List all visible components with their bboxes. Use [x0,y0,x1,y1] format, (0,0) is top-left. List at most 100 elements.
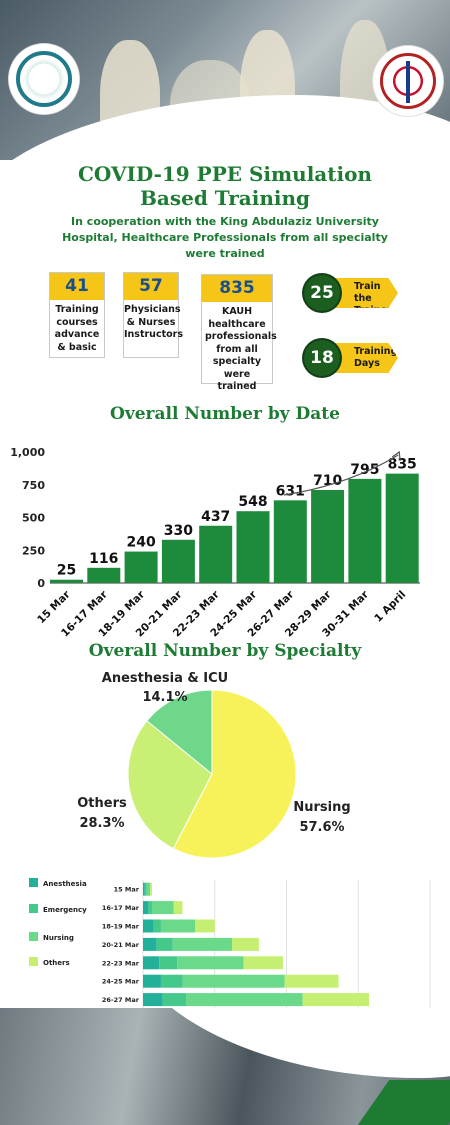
pie-label-value: 28.3% [79,816,124,831]
stacked-bar-segment [151,901,174,915]
bar [50,579,83,583]
stacked-bar-segment [160,974,183,988]
bar [385,473,419,583]
x-tick-label: 1 April [372,589,408,625]
legend-label: Anesthesia [43,880,87,888]
trend-arrow-head [391,450,401,462]
stacked-bar-segment [143,882,145,896]
stat-value: 835 [202,275,272,302]
bar-value-label: 25 [57,563,76,579]
stacked-bar-segment [284,974,339,988]
stacked-bar-segment [150,882,152,896]
bar-value-label: 710 [313,473,342,489]
stacked-bar-segment [146,882,151,896]
y-tick-label: 22-23 Mar [102,959,140,967]
pie-label-name: Others [77,796,127,811]
stacked-bar-segment [172,937,232,951]
stacked-bar-segment [143,937,157,951]
bar-value-label: 437 [201,509,230,525]
pie-label-name: Nursing [293,800,350,815]
bar [87,567,121,583]
stacked-bar-segment [182,974,285,988]
y-tick-label: 24-25 Mar [102,978,140,986]
page-subtitle: In cooperation with the King Abdulaziz U… [62,215,388,260]
stacked-bar-segment [160,919,196,933]
badge-value: 25 [304,275,340,311]
bar-value-label: 835 [388,457,417,473]
bar-value-label: 116 [89,551,118,567]
bar-value-label: 240 [126,535,155,551]
stat-label: Physicians & Nurses Instructors [124,304,183,340]
badge-label: Training Days [354,346,398,369]
stacked-bar-segment [143,901,149,915]
stat-label: Training courses advance & basic [54,304,100,353]
stacked-bar-segment [143,974,161,988]
legend-label: Nursing [43,934,74,942]
stacked-bar-segment [243,956,283,970]
stacked-bar-segment [177,956,244,970]
bar [199,525,233,583]
y-tick-label: 18-19 Mar [102,923,140,931]
x-tick-label: 15 Mar [35,588,73,626]
y-tick-label: 15 Mar [114,886,140,894]
stacked-bar-segment [144,882,147,896]
stacked-bar-segment [162,993,187,1007]
bar [311,489,345,583]
legend-swatch [29,932,38,941]
legend-label: Others [43,959,70,967]
pie-slice [146,689,213,776]
hospital-logo [373,46,443,116]
stacked-bar-segment [159,956,178,970]
stat-card-trained: 835 KAUH healthcare professionals from a… [201,274,277,392]
footer-photo [0,1008,450,1125]
bar [161,539,195,583]
legend-swatch [29,878,38,887]
specialty-pie-chart: Nursing 57.6% Others 28.3% Anesthesia & ICU 1… [77,671,351,859]
stacked-bar-segment [143,919,154,933]
y-tick-label: 1,000 [10,446,45,459]
stat-card-courses: 41 Training courses advance & basic [49,272,105,358]
specialty-chart-title: Overall Number by Specialty [88,641,362,661]
stacked-bar-segment [153,919,161,933]
bar-value-label: 631 [276,483,305,499]
stacked-bar-segment [186,993,303,1007]
stacked-bar-segment [143,993,163,1007]
stacked-bar-segment [143,956,160,970]
pie-slice [172,689,297,859]
stacked-bar-segment [148,901,152,915]
legend-swatch [29,957,38,966]
page-title-line2: Based Training [140,186,310,210]
pie-label-value: 14.1% [142,690,187,705]
bar [124,551,158,583]
bar-value-label: 330 [164,523,193,539]
y-tick-label: 500 [22,512,45,525]
y-tick-label: 26-27 Mar [102,996,140,1004]
pie-label-value: 57.6% [299,820,344,835]
stat-label: KAUH healthcare professionals from all s… [205,306,277,392]
stacked-bar-segment [302,993,370,1007]
y-tick-label: 16-17 Mar [102,904,140,912]
legend-label: Emergency [43,906,87,914]
trend-arrow [283,454,399,496]
stat-card-instructors: 57 Physicians & Nurses Instructors [123,272,183,358]
page-title-line1: COVID-19 PPE Simulation [78,162,372,186]
stacked-bar-segment [231,937,259,951]
bar-value-label: 795 [350,462,379,478]
stat-value: 41 [50,273,104,300]
stacked-bar-segment [156,937,173,951]
bar-value-label: 548 [238,494,267,510]
badge-label: Train the Trainer [354,281,392,316]
legend-swatch [29,904,38,913]
pie-label-name: Anesthesia & ICU [102,671,228,686]
stacked-bar-segment [195,919,215,933]
pie-slice [127,720,213,850]
stacked-bar-segment [173,901,183,915]
bar [348,478,382,583]
bar [236,511,270,583]
y-tick-label: 20-21 Mar [102,941,140,949]
bar [273,500,307,583]
y-tick-label: 0 [37,577,45,590]
stat-value: 57 [124,273,178,300]
y-tick-label: 750 [22,479,45,492]
